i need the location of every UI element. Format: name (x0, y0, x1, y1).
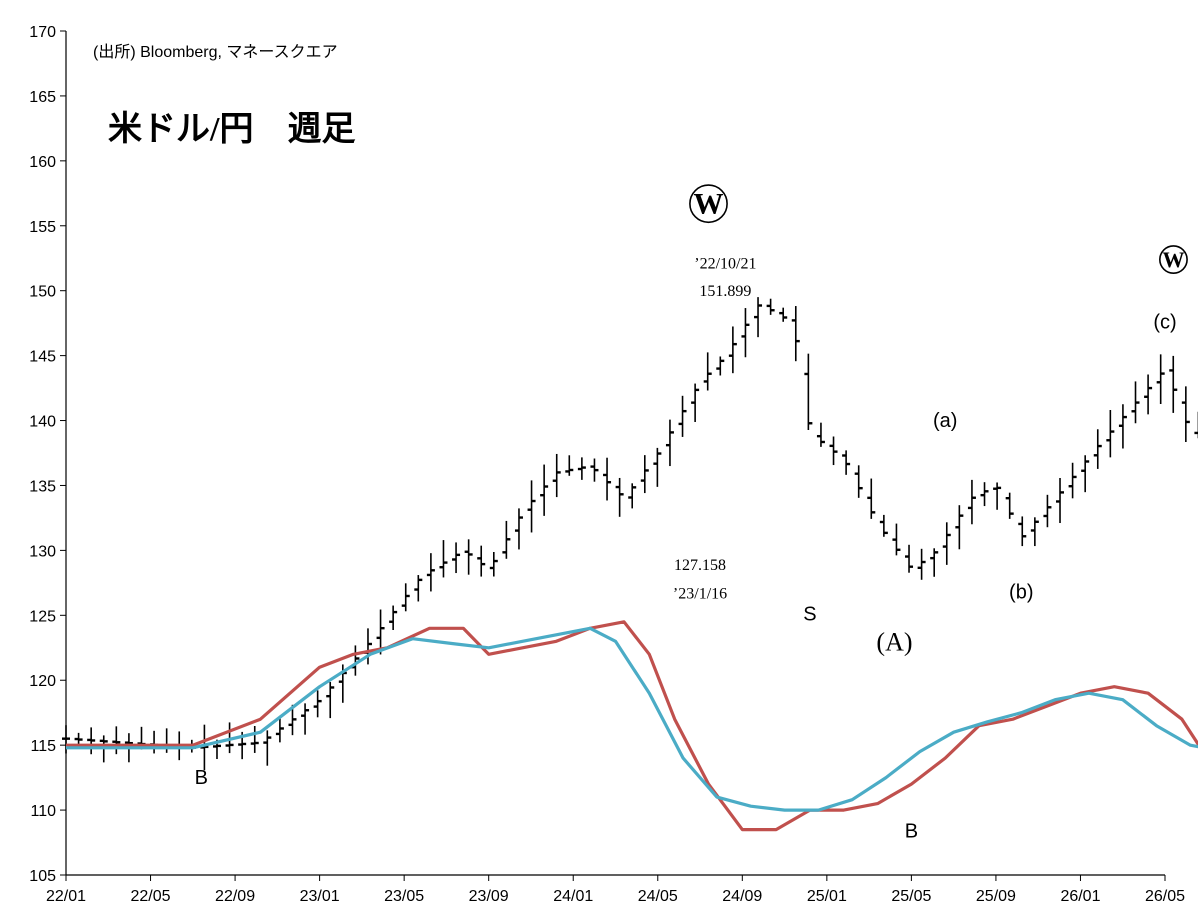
y-tick-label: 120 (29, 673, 56, 690)
x-tick-label: 22/01 (46, 888, 86, 905)
macd-lines (66, 620, 1198, 832)
annotation-label: S (803, 604, 816, 626)
x-tick-label: 24/05 (638, 888, 678, 905)
x-tick-label: 23/09 (469, 888, 509, 905)
chart-title: 米ドル/円 週足 (108, 110, 355, 148)
y-tick-label: 165 (29, 89, 56, 106)
annotation-label: ’23/1/16 (673, 585, 727, 602)
x-tick-label: 26/01 (1060, 888, 1100, 905)
y-tick-label: 140 (29, 414, 56, 431)
annotation-label: 127.158 (674, 557, 726, 574)
y-tick-label: 110 (30, 803, 56, 820)
y-tick-label: 170 (29, 24, 56, 41)
annotations: W ’22/10/21 151.899 127.158 ’23/1/16 (A) (a) (b… (195, 184, 1188, 842)
x-tick-label: 25/01 (807, 888, 847, 905)
macd-red-line (66, 620, 1198, 832)
x-tick-label: 23/01 (300, 888, 340, 905)
x-tick-label: 24/01 (553, 888, 593, 905)
annotation-label: (b) (1009, 581, 1033, 603)
annotation-label: (A) (876, 627, 912, 656)
annotation-label: (c) (1153, 311, 1176, 333)
y-tick-label: 115 (30, 738, 56, 755)
circled-wave-label: W (1162, 247, 1184, 272)
y-tick-label: 160 (29, 154, 56, 171)
annotation-label: (a) (933, 410, 957, 432)
x-tick-label: 25/05 (891, 888, 931, 905)
y-tick-label: 145 (29, 349, 56, 366)
y-tick-label: 130 (29, 543, 56, 560)
source-note: (出所) Bloomberg, マネースクエア (93, 43, 338, 61)
circle-mark (1159, 245, 1188, 274)
x-tick-label: 23/05 (384, 888, 424, 905)
y-tick-label: 125 (29, 608, 56, 625)
macd-blue-line (66, 626, 1198, 812)
price-ohlc-bars (62, 297, 1198, 771)
x-tick-label: 25/09 (976, 888, 1016, 905)
annotation-label: 151.899 (699, 283, 751, 300)
circled-wave-label: W (693, 188, 723, 221)
circle-mark (689, 184, 728, 224)
y-tick-label: 155 (29, 219, 56, 236)
annotation-label: ’22/10/21 (694, 256, 756, 273)
y-tick-label: 150 (29, 284, 56, 301)
y-tick-label: 135 (29, 478, 56, 495)
x-tick-label: 26/05 (1145, 888, 1185, 905)
annotation-label: B (195, 767, 208, 789)
axes: 105 110 115 120 125 130 135 140 145 150 155 160 165 1… (29, 24, 1185, 905)
x-tick-label: 22/09 (215, 888, 255, 905)
y-tick-label: 105 (29, 868, 56, 885)
annotation-label: B (905, 820, 918, 842)
x-tick-label: 24/09 (722, 888, 762, 905)
x-tick-label: 22/05 (131, 888, 171, 905)
